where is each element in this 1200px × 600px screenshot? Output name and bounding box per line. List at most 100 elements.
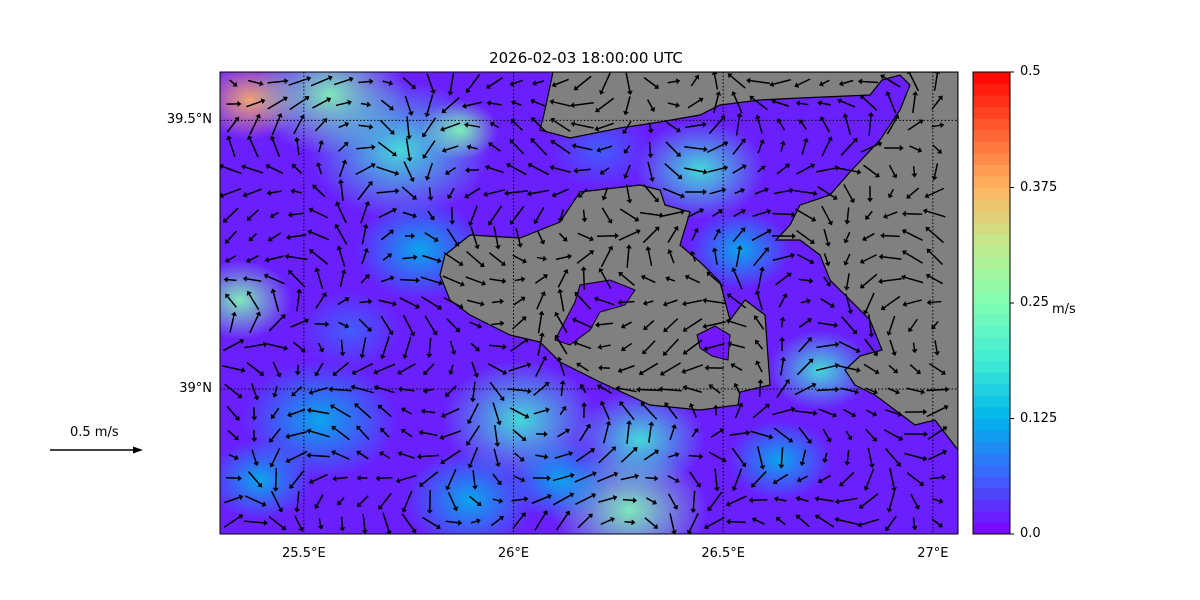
arrow-shaft	[444, 97, 460, 111]
current-arrow	[799, 449, 807, 467]
current-arrow	[377, 141, 397, 157]
arrow-shaft	[382, 430, 390, 438]
arrow-head	[272, 487, 279, 492]
arrow-head	[542, 255, 548, 262]
arrow-head	[483, 191, 488, 198]
current-arrow	[469, 495, 482, 507]
arrow-head	[626, 199, 633, 204]
arrow-head	[574, 291, 580, 297]
current-arrow	[471, 361, 479, 378]
current-arrow	[469, 321, 482, 329]
arrow-head	[906, 193, 912, 199]
arrow-shaft	[466, 251, 482, 265]
arrow-shaft	[577, 515, 591, 529]
current-arrow	[424, 94, 434, 118]
arrow-shaft	[733, 365, 743, 371]
arrow-head	[430, 89, 436, 95]
current-arrow	[776, 163, 791, 175]
arrow-head	[778, 464, 785, 469]
arrow-shaft	[577, 232, 591, 240]
arrow-shaft	[402, 256, 414, 260]
arrow-shaft	[376, 363, 396, 373]
arrow-shaft	[530, 164, 550, 176]
current-arrow	[775, 272, 792, 286]
arrow-shaft	[427, 210, 433, 218]
current-arrow	[925, 226, 945, 244]
arrow-shaft	[575, 495, 593, 505]
arrow-shaft	[536, 230, 544, 242]
arrow-head	[234, 415, 240, 421]
arrow-shaft	[844, 116, 852, 136]
arrow-head	[291, 163, 297, 169]
arrow-shaft	[228, 138, 236, 158]
arrow-head	[601, 195, 608, 201]
arrow-shaft	[800, 122, 808, 130]
arrow-head	[941, 474, 947, 481]
current-arrow	[402, 211, 418, 219]
arrow-head	[886, 331, 893, 336]
arrow-shaft	[511, 141, 525, 155]
current-arrow	[926, 299, 942, 306]
arrow-shaft	[559, 292, 565, 312]
arrow-shaft	[535, 206, 545, 222]
arrow-shaft	[646, 99, 654, 109]
arrow-head	[315, 162, 322, 167]
current-arrow	[731, 447, 747, 468]
arrow-shaft	[443, 122, 461, 130]
arrow-head	[908, 327, 914, 333]
arrow-shaft	[446, 228, 458, 244]
current-arrow	[360, 201, 370, 224]
current-arrow	[595, 321, 614, 328]
arrow-shaft	[226, 119, 238, 133]
current-arrow	[272, 468, 279, 492]
current-arrow	[220, 163, 242, 175]
arrow-head	[581, 402, 588, 407]
arrow-head	[411, 232, 416, 239]
arrow-shaft	[582, 270, 586, 290]
current-arrow	[931, 518, 943, 528]
arrow-shaft	[271, 116, 281, 136]
arrow-shaft	[843, 184, 853, 200]
arrow-shaft	[244, 495, 264, 505]
arrow-shaft	[866, 409, 874, 415]
arrow-shaft	[271, 139, 281, 157]
arrow-head	[643, 325, 649, 331]
arrow-head	[847, 309, 854, 315]
arrow-head	[663, 327, 669, 333]
current-arrow	[684, 167, 708, 175]
arrow-shaft	[380, 406, 392, 418]
x-tick-label: 26.5°E	[701, 546, 745, 561]
arrow-shaft	[669, 427, 675, 441]
current-arrow	[754, 339, 764, 350]
arrow-shaft	[579, 426, 589, 442]
current-arrow	[285, 450, 308, 464]
current-arrow	[647, 161, 655, 182]
current-arrow	[402, 77, 416, 90]
arrow-shaft	[359, 300, 369, 304]
arrow-head	[487, 220, 493, 226]
current-arrow	[664, 162, 683, 180]
arrow-shaft	[425, 363, 435, 373]
current-arrow	[513, 296, 526, 306]
arrow-head	[682, 349, 688, 355]
current-arrow	[778, 293, 788, 308]
current-arrow	[834, 497, 858, 505]
arrow-shaft	[450, 364, 454, 372]
current-arrow	[639, 211, 664, 219]
arrow-shaft	[268, 316, 284, 332]
current-arrow	[447, 187, 455, 200]
current-arrow	[359, 298, 373, 305]
current-arrow	[244, 341, 268, 349]
arrow-head	[654, 475, 659, 482]
arrow-head	[386, 530, 392, 534]
current-arrow	[883, 429, 904, 441]
arrow-shaft	[467, 73, 481, 91]
arrow-shaft	[402, 77, 414, 87]
arrow-shaft	[467, 425, 481, 443]
arrow-head	[699, 453, 704, 460]
arrow-head	[378, 504, 384, 510]
colorbar-segment	[973, 326, 1010, 339]
arrow-head	[689, 250, 696, 256]
arrow-shaft	[598, 122, 614, 130]
arrow-head	[731, 486, 738, 492]
